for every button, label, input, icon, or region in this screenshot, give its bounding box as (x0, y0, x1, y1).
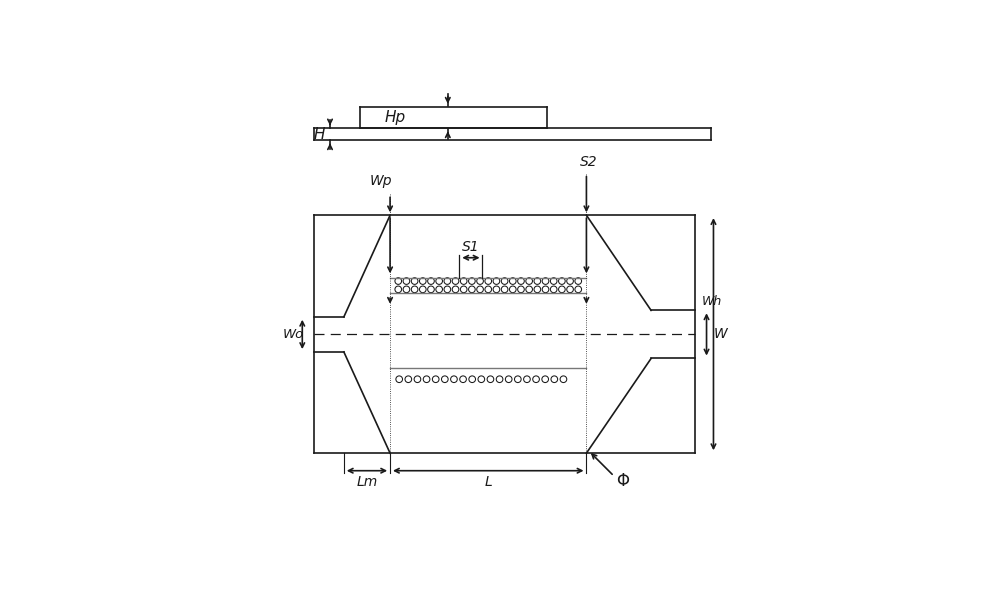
Text: Wh: Wh (702, 295, 722, 308)
Text: S2: S2 (580, 155, 598, 169)
Text: Hp: Hp (384, 110, 405, 125)
Text: H: H (314, 127, 325, 142)
Text: S1: S1 (462, 240, 480, 254)
Text: W: W (714, 328, 727, 341)
Text: Lm: Lm (356, 475, 378, 489)
Text: Φ: Φ (616, 472, 629, 490)
Text: Wp: Wp (370, 175, 392, 188)
Text: Wo: Wo (282, 328, 304, 341)
Text: L: L (484, 475, 492, 489)
